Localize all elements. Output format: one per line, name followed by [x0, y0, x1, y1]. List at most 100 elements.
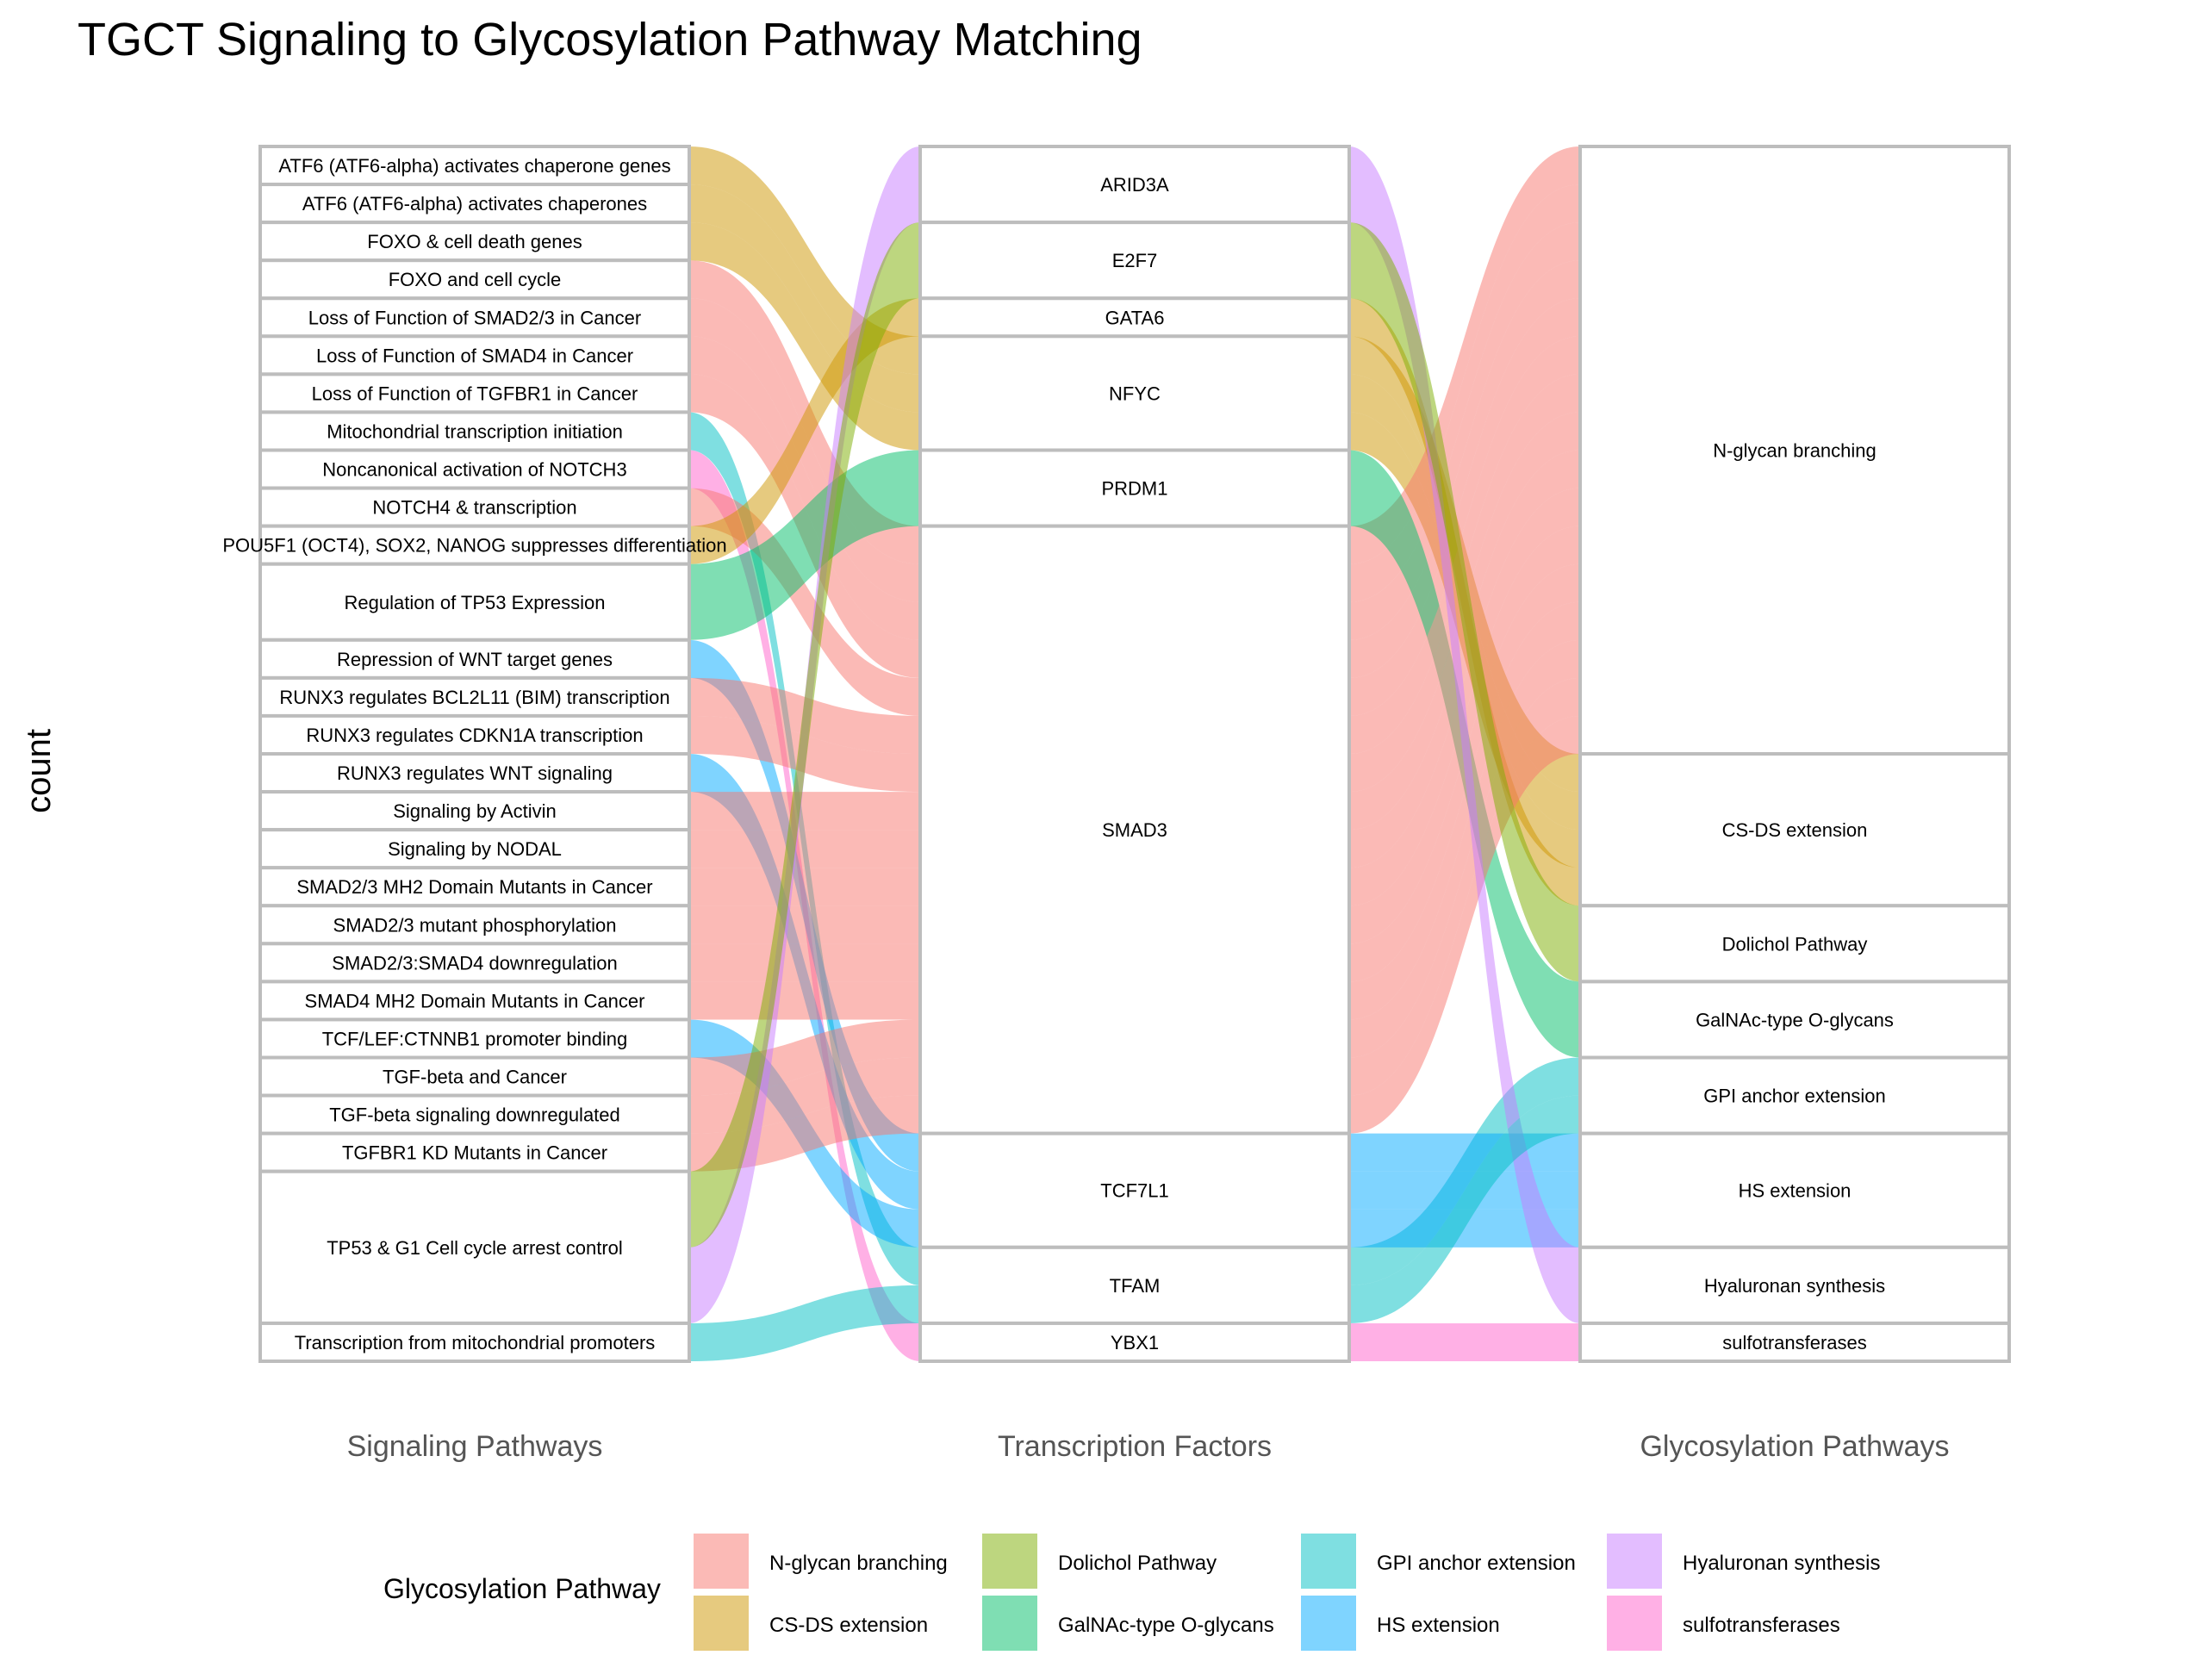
flow-tgf-beta-and-cancer-n-glycan-branching — [1349, 639, 1580, 1058]
node-label: RUNX3 regulates BCL2L11 (BIM) transcript… — [279, 687, 669, 708]
flow-runx3-regulates-bcl2l11-bim-transcription-n-glycan-branching — [1349, 336, 1580, 754]
node-loss-of-function-of-smad4-in-cancer — [258, 334, 691, 376]
node-runx3-regulates-wnt-signaling — [258, 752, 691, 794]
node-n-glycan-branching — [1578, 145, 2011, 756]
flow-noncanonical-activation-of-notch3-sulfotransferases — [1349, 1322, 1580, 1361]
node-label: RUNX3 regulates WNT signaling — [337, 762, 613, 784]
node-atf6-atf6-alpha-activates-chaperone-genes — [258, 145, 691, 187]
node-label: FOXO & cell death genes — [367, 231, 582, 252]
legend-title: Glycosylation Pathway — [383, 1573, 661, 1604]
node-tgf-beta-signaling-downregulated — [258, 1093, 691, 1136]
node-label: Loss of Function of SMAD4 in Cancer — [316, 345, 633, 366]
flow-foxo-and-cell-cycle-n-glycan-branching — [1349, 146, 1580, 564]
node-label: SMAD2/3 MH2 Domain Mutants in Cancer — [296, 876, 652, 898]
node-runx3-regulates-cdkn1a-transcription — [258, 713, 691, 756]
node-tfam — [918, 1245, 1351, 1325]
node-label: HS extension — [1739, 1180, 1852, 1202]
legend-swatch-hyaluronan-synthesis — [1607, 1534, 1662, 1589]
node-label: GalNAc-type O-glycans — [1696, 1009, 1894, 1030]
node-label: sulfotransferases — [1722, 1332, 1867, 1353]
legend-swatch-gpi-anchor-extension — [1301, 1534, 1356, 1589]
flow-tp53-g1-cell-cycle-arrest-control-e2f7 — [689, 222, 920, 1248]
flow-loss-of-function-of-smad4-in-cancer-smad3 — [689, 336, 920, 640]
legend-label-n-glycan-branching: N-glycan branching — [769, 1552, 948, 1575]
node-label: FOXO and cell cycle — [389, 269, 562, 290]
node-label: POU5F1 (OCT4), SOX2, NANOG suppresses di… — [222, 535, 726, 557]
node-mitochondrial-transcription-initiation — [258, 410, 691, 452]
node-loss-of-function-of-smad2-3-in-cancer — [258, 296, 691, 339]
node-cs-ds-extension — [1578, 752, 2011, 908]
flow-loss-of-function-of-tgfbr1-in-cancer-n-glycan-branching — [1349, 260, 1580, 678]
node-label: ARID3A — [1100, 174, 1169, 196]
node-label: Noncanonical activation of NOTCH3 — [322, 459, 626, 481]
node-nfyc — [918, 334, 1351, 452]
node-label: TGFBR1 KD Mutants in Cancer — [342, 1142, 607, 1164]
node-label: SMAD4 MH2 Domain Mutants in Cancer — [305, 990, 645, 1011]
node-arid3a — [918, 145, 1351, 225]
node-label: Repression of WNT target genes — [337, 649, 613, 670]
flow-loss-of-function-of-smad2-3-in-cancer-n-glycan-branching — [1349, 184, 1580, 602]
node-label: NOTCH4 & transcription — [372, 497, 576, 519]
flow-notch4-transcription-n-glycan-branching — [1349, 298, 1580, 716]
node-ybx1 — [918, 1321, 1351, 1363]
node-label: Signaling by Activin — [393, 800, 557, 822]
node-gpi-anchor-extension — [1578, 1055, 2011, 1136]
flow-smad4-mh2-domain-mutants-in-cancer-smad3 — [689, 981, 920, 1020]
flow-tp53-g1-cell-cycle-arrest-control-dolichol-pathway — [1349, 222, 1580, 982]
node-label: Loss of Function of TGFBR1 in Cancer — [312, 383, 638, 404]
flow-loss-of-function-of-smad4-in-cancer-n-glycan-branching — [1349, 222, 1580, 640]
node-label: GATA6 — [1105, 307, 1165, 328]
flow-transcription-from-mitochondrial-promoters-gpi-anchor-extension — [1349, 1095, 1580, 1323]
node-pou5f1-oct4-sox2-nanog-suppresses-differentiation — [258, 524, 691, 566]
node-sulfotransferases — [1578, 1321, 2011, 1363]
node-label: E2F7 — [1112, 250, 1158, 271]
node-hs-extension — [1578, 1131, 2011, 1249]
node-label: PRDM1 — [1101, 478, 1167, 500]
axis-label-transcription-factors: Transcription Factors — [998, 1430, 1272, 1463]
axis-label-signaling-pathways: Signaling Pathways — [347, 1430, 603, 1463]
node-smad3 — [918, 524, 1351, 1136]
axis-label-glycosylation-pathways: Glycosylation Pathways — [1640, 1430, 1949, 1463]
node-tcf-lef-ctnnb1-promoter-binding — [258, 1017, 691, 1060]
node-label: Regulation of TP53 Expression — [345, 592, 606, 613]
node-label: N-glycan branching — [1713, 440, 1876, 462]
node-signaling-by-nodal — [258, 828, 691, 870]
legend-label-dolichol-pathway: Dolichol Pathway — [1058, 1552, 1217, 1575]
node-label: Hyaluronan synthesis — [1704, 1275, 1885, 1297]
legend-label-gpi-anchor-extension: GPI anchor extension — [1377, 1552, 1576, 1575]
node-foxo-cell-death-genes — [258, 221, 691, 263]
node-smad2-3-mh2-domain-mutants-in-cancer — [258, 866, 691, 908]
node-label: Mitochondrial transcription initiation — [327, 420, 623, 442]
legend-label-sulfotransferases: sulfotransferases — [1683, 1614, 1840, 1637]
node-label: ATF6 (ATF6-alpha) activates chaperones — [302, 193, 647, 215]
node-dolichol-pathway — [1578, 904, 2011, 984]
node-label: TFAM — [1110, 1275, 1161, 1297]
nodes-layer: ATF6 (ATF6-alpha) activates chaperone ge… — [222, 145, 2011, 1363]
node-label: TCF7L1 — [1100, 1180, 1168, 1202]
node-label: TP53 & G1 Cell cycle arrest control — [327, 1237, 623, 1259]
y-axis-label: count — [20, 729, 58, 813]
node-loss-of-function-of-tgfbr1-in-cancer — [258, 372, 691, 414]
legend-label-cs-ds-extension: CS-DS extension — [769, 1614, 928, 1637]
flow-tgf-beta-signaling-downregulated-n-glycan-branching — [1349, 677, 1580, 1096]
legend-label-galnac-type-o-glycans: GalNAc-type O-glycans — [1058, 1614, 1274, 1637]
flow-smad2-3-smad4-downregulation-smad3 — [689, 943, 920, 982]
node-label: Transcription from mitochondrial promote… — [295, 1332, 656, 1353]
node-transcription-from-mitochondrial-promoters — [258, 1321, 691, 1363]
node-runx3-regulates-bcl2l11-bim-transcription — [258, 675, 691, 718]
node-label: SMAD3 — [1102, 819, 1167, 841]
flow-signaling-by-activin-smad3 — [689, 792, 920, 831]
axis-labels-layer: Signaling Pathways Transcription Factors G… — [347, 1430, 1950, 1463]
chart-title: TGCT Signaling to Glycosylation Pathway … — [78, 14, 1142, 65]
node-gata6 — [918, 296, 1351, 339]
flow-pou5f1-oct4-sox2-nanog-suppresses-differentiation-gata6 — [689, 298, 920, 564]
flow-transcription-from-mitochondrial-promoters-tfam — [689, 1285, 920, 1361]
flow-tgfbr1-kd-mutants-in-cancer-n-glycan-branching — [1349, 715, 1580, 1134]
node-label: RUNX3 regulates CDKN1A transcription — [306, 725, 643, 746]
legend: Glycosylation Pathway N-glycan branching… — [383, 1534, 1880, 1651]
legend-swatch-cs-ds-extension — [694, 1596, 749, 1651]
node-label: YBX1 — [1111, 1332, 1159, 1353]
flow-smad4-mh2-domain-mutants-in-cancer-n-glycan-branching — [1349, 601, 1580, 1020]
legend-swatch-sulfotransferases — [1607, 1596, 1662, 1651]
